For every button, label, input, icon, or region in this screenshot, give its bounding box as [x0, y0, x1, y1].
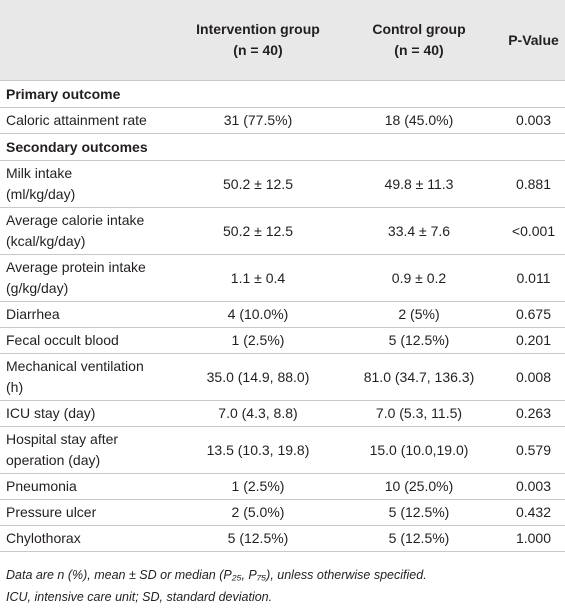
cell: 0.432 [502, 499, 565, 526]
cell: 0.881 [502, 160, 565, 208]
cell: 1 (2.5%) [180, 473, 336, 500]
label-line: Pressure ulcer [6, 504, 97, 520]
label-line: Average calorie intake [6, 212, 145, 228]
data-row: Milk intake (ml/kg/day) 50.2 ± 12.5 49.8 ± … [0, 160, 565, 208]
cell: 0.008 [502, 353, 565, 401]
header-line: P-Value [508, 31, 559, 48]
cell: 33.4 ± 7.6 [336, 207, 502, 255]
cell: 0.201 [502, 327, 565, 354]
header-line: (n = 40) [394, 42, 444, 58]
label-line: Milk intake [6, 165, 73, 181]
label-line: Diarrhea [6, 306, 60, 322]
footnote-line: Data are n (%), mean ± SD or median (P₂₅… [6, 568, 427, 582]
table-body: Primary outcome Caloric attainment rate 31… [0, 80, 565, 552]
cell: 0.9 ± 0.2 [336, 254, 502, 302]
cell: 0.579 [502, 426, 565, 474]
cell: 18 (45.0%) [336, 107, 502, 134]
cell: 13.5 (10.3, 19.8) [180, 426, 336, 474]
cell: 5 (12.5%) [336, 499, 502, 526]
label-line: (kcal/kg/day) [6, 233, 86, 249]
cell: 50.2 ± 12.5 [180, 160, 336, 208]
cell: 7.0 (5.3, 11.5) [336, 400, 502, 427]
column-header: P-Value [502, 0, 565, 81]
section-title: Primary outcome [0, 80, 565, 108]
label-line: Mechanical ventilation [6, 358, 144, 374]
cell: <0.001 [502, 207, 565, 255]
label-line: Average protein intake [6, 259, 146, 275]
cell: 1 (2.5%) [180, 327, 336, 354]
table-header: Intervention group (n = 40) Control group (… [0, 0, 565, 81]
section-row: Secondary outcomes [0, 133, 565, 161]
label-line: (ml/kg/day) [6, 186, 76, 202]
cell: 50.2 ± 12.5 [180, 207, 336, 255]
data-row: Pressure ulcer 2 (5.0%) 5 (12.5%) 0.432 [0, 499, 565, 526]
row-label: Average protein intake (g/kg/day) [0, 254, 180, 302]
row-label: Fecal occult blood [0, 327, 180, 354]
data-row: Fecal occult blood 1 (2.5%) 5 (12.5%) 0.201 [0, 327, 565, 354]
cell: 35.0 (14.9, 88.0) [180, 353, 336, 401]
cell: 0.003 [502, 107, 565, 134]
footnote: Data are n (%), mean ± SD or median (P₂₅… [0, 552, 565, 608]
cell: 5 (12.5%) [336, 525, 502, 552]
cell: 0.003 [502, 473, 565, 500]
cell: 5 (12.5%) [180, 525, 336, 552]
section-row: Primary outcome [0, 80, 565, 108]
data-row: Mechanical ventilation (h) 35.0 (14.9, 88.… [0, 353, 565, 401]
data-row: ICU stay (day) 7.0 (4.3, 8.8) 7.0 (5.3, 11… [0, 400, 565, 427]
data-row: Chylothorax 5 (12.5%) 5 (12.5%) 1.000 [0, 525, 565, 552]
row-label: Mechanical ventilation (h) [0, 353, 180, 401]
column-header [0, 0, 180, 81]
cell: 10 (25.0%) [336, 473, 502, 500]
cell: 0.263 [502, 400, 565, 427]
data-row: Diarrhea 4 (10.0%) 2 (5%) 0.675 [0, 301, 565, 328]
cell: 0.675 [502, 301, 565, 328]
row-label: Pneumonia [0, 473, 180, 500]
row-label: Pressure ulcer [0, 499, 180, 526]
row-label: Diarrhea [0, 301, 180, 328]
row-label: Milk intake (ml/kg/day) [0, 160, 180, 208]
header-row: Intervention group (n = 40) Control group (… [0, 0, 565, 81]
label-line: operation (day) [6, 452, 101, 468]
section-title: Secondary outcomes [0, 133, 565, 161]
cell: 2 (5%) [336, 301, 502, 328]
row-label: Caloric attainment rate [0, 107, 180, 134]
label-line: ICU stay (day) [6, 405, 96, 421]
cell: 0.011 [502, 254, 565, 302]
label-line: (h) [6, 379, 24, 395]
footnote-line: ICU, intensive care unit; SD, standard d… [6, 590, 273, 604]
cell: 5 (12.5%) [336, 327, 502, 354]
label-line: Pneumonia [6, 478, 77, 494]
data-row: Pneumonia 1 (2.5%) 10 (25.0%) 0.003 [0, 473, 565, 500]
label-line: Fecal occult blood [6, 332, 119, 348]
label-line: Caloric attainment rate [6, 112, 147, 128]
cell: 7.0 (4.3, 8.8) [180, 400, 336, 427]
cell: 15.0 (10.0,19.0) [336, 426, 502, 474]
row-label: Chylothorax [0, 525, 180, 552]
cell: 31 (77.5%) [180, 107, 336, 134]
row-label: Hospital stay after operation (day) [0, 426, 180, 474]
header-line: Intervention group [196, 21, 320, 37]
column-header: Control group (n = 40) [336, 0, 502, 81]
label-line: Chylothorax [6, 530, 81, 546]
label-line: (g/kg/day) [6, 280, 69, 296]
label-line: Hospital stay after [6, 431, 119, 447]
row-label: Average calorie intake (kcal/kg/day) [0, 207, 180, 255]
data-row: Average calorie intake (kcal/kg/day) 50.2 … [0, 207, 565, 255]
header-line: (n = 40) [233, 42, 283, 58]
row-label: ICU stay (day) [0, 400, 180, 427]
data-row: Caloric attainment rate 31 (77.5%) 18 (45.… [0, 107, 565, 134]
cell: 81.0 (34.7, 136.3) [336, 353, 502, 401]
cell: 2 (5.0%) [180, 499, 336, 526]
data-row: Hospital stay after operation (day) 13.5 (… [0, 426, 565, 474]
cell: 1.000 [502, 525, 565, 552]
header-line: Control group [372, 21, 466, 37]
cell: 49.8 ± 11.3 [336, 160, 502, 208]
cell: 4 (10.0%) [180, 301, 336, 328]
results-table: Intervention group (n = 40) Control group (… [0, 0, 565, 552]
cell: 1.1 ± 0.4 [180, 254, 336, 302]
data-row: Average protein intake (g/kg/day) 1.1 ± 0.… [0, 254, 565, 302]
column-header: Intervention group (n = 40) [180, 0, 336, 81]
